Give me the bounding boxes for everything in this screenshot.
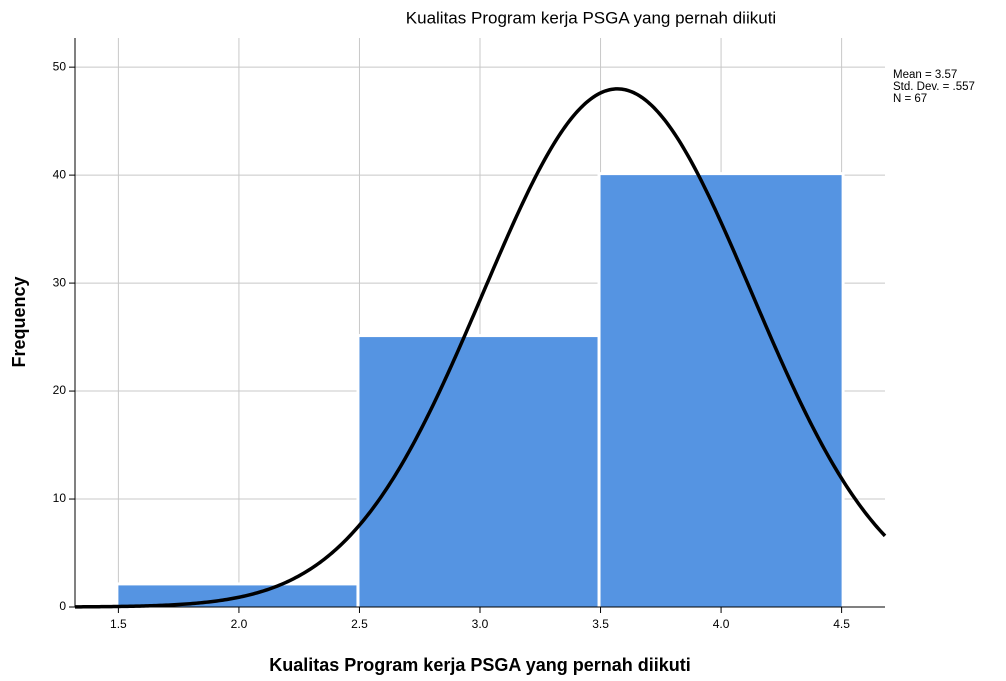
stat-label: N = 67 [893,93,927,105]
axes: 0 10 20 30 40 50 1.5 2.0 2.5 3.0 3.5 4.0 4.5 [53,38,885,631]
y-tick-label: 50 [53,59,67,73]
x-tick-label: 4.5 [833,617,850,631]
y-tick-label: 40 [53,167,67,181]
x-tick-label: 3.0 [472,617,489,631]
y-tick-label: 0 [59,599,66,613]
y-tick-label: 10 [53,491,67,505]
y-axis-label: Frequency [9,276,29,367]
x-tick-label: 4.0 [713,617,730,631]
stat-label: Mean = 3.57 [893,69,957,81]
y-tick-label: 20 [53,383,67,397]
x-axis-label: Kualitas Program kerja PSGA yang pernah … [269,655,690,675]
bars [74,87,887,611]
y-tick-label: 30 [53,275,67,289]
normal-curve [74,87,887,609]
x-tick-label: 2.0 [231,617,248,631]
x-tick-label: 1.5 [110,617,127,631]
chart-title: Kualitas Program kerja PSGA yang pernah … [406,8,776,27]
x-tick-label: 2.5 [351,617,368,631]
bar [597,172,845,611]
x-tick-label: 3.5 [592,617,609,631]
stat-label: Std. Dev. = .557 [893,81,975,93]
